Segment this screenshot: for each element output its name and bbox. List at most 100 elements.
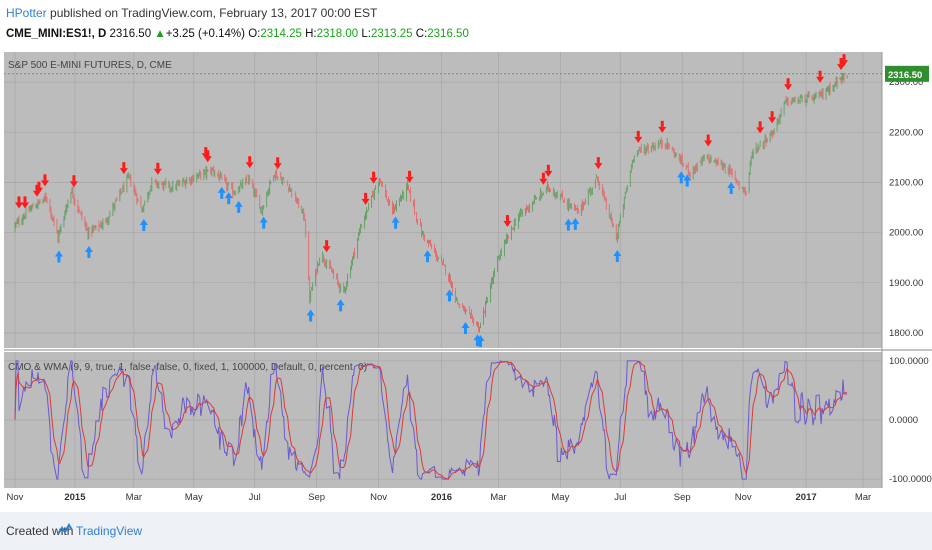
buy-arrow-icon	[679, 177, 683, 184]
sell-arrow-icon	[660, 120, 664, 127]
x-tick-label: Mar	[126, 492, 142, 503]
buy-arrow-icon	[573, 223, 577, 230]
buy-arrow-icon	[220, 192, 224, 199]
sell-arrow-icon	[505, 215, 509, 222]
buy-arrow-icon	[309, 315, 313, 322]
sell-arrow-icon	[34, 187, 43, 194]
sell-arrow-icon	[37, 181, 41, 188]
sell-arrow-icon	[364, 192, 368, 199]
sell-arrow-icon	[837, 64, 846, 71]
symbol-label[interactable]: CME_MINI:ES1!, D	[6, 28, 107, 40]
y-tick-label: 2000.00	[889, 228, 923, 239]
buy-arrow-icon	[262, 222, 266, 229]
sell-arrow-icon	[203, 156, 212, 163]
last-price-tag-label: 2316.50	[888, 70, 922, 81]
x-tick-label: Mar	[490, 492, 506, 503]
sell-arrow-icon	[276, 157, 280, 164]
sell-arrow-icon	[756, 127, 765, 134]
sell-arrow-icon	[842, 54, 846, 61]
osc-pane-title: CMO & WMA (9, 9, true, 1, false, false, …	[8, 362, 367, 373]
open-label: O:	[248, 28, 261, 40]
osc-tick-label: 100.0000	[889, 356, 929, 367]
buy-arrow-icon	[677, 171, 686, 178]
sell-arrow-icon	[786, 78, 790, 85]
close-label: C:	[415, 28, 428, 40]
x-tick-label: May	[551, 492, 569, 503]
buy-arrow-icon	[729, 188, 733, 195]
buy-arrow-icon	[615, 256, 619, 263]
buy-arrow-icon	[336, 299, 345, 306]
buy-arrow-icon	[683, 174, 692, 181]
created-with-label: Created with	[6, 524, 74, 538]
sell-arrow-icon	[539, 178, 548, 185]
publish-line: HPotter published on TradingView.com, Fe…	[6, 6, 377, 20]
tradingview-logo-icon	[57, 523, 73, 535]
sell-arrow-icon	[541, 172, 545, 179]
sell-arrow-icon	[408, 170, 412, 177]
tradingview-link[interactable]: TradingView	[76, 524, 143, 538]
x-tick-label: 2016	[431, 492, 452, 503]
sell-arrow-icon	[594, 163, 603, 170]
buy-arrow-icon	[566, 224, 570, 231]
cmo-line	[14, 360, 848, 480]
buy-arrow-icon	[259, 216, 268, 223]
sell-arrow-icon	[658, 126, 667, 133]
buy-arrow-icon	[394, 222, 398, 229]
buy-arrow-icon	[423, 250, 432, 257]
buy-arrow-icon	[461, 322, 470, 329]
wma-line	[14, 360, 847, 480]
sell-arrow-icon	[20, 202, 29, 209]
sell-arrow-icon	[596, 157, 600, 164]
sell-arrow-icon	[706, 134, 710, 141]
buy-arrow-icon	[391, 216, 400, 223]
x-tick-label: Nov	[370, 492, 387, 503]
buy-arrow-icon	[564, 218, 573, 225]
sell-arrow-icon	[248, 156, 252, 163]
sell-arrow-icon	[546, 164, 550, 171]
sell-arrow-icon	[816, 76, 825, 83]
sell-arrow-icon	[156, 162, 160, 169]
buy-arrow-icon	[478, 340, 482, 347]
buy-arrow-icon	[139, 218, 148, 225]
x-tick-label: Sep	[674, 492, 691, 503]
buy-arrow-icon	[234, 200, 243, 207]
osc-tick-label: 0.0000	[889, 415, 918, 426]
y-tick-label: 2300.00	[889, 77, 923, 88]
sell-arrow-icon	[840, 60, 849, 67]
sell-arrow-icon	[23, 196, 27, 203]
sell-arrow-icon	[273, 163, 282, 170]
buy-arrow-icon	[54, 250, 63, 257]
sell-arrow-icon	[72, 175, 76, 182]
close-value: 2316.50	[427, 28, 469, 40]
buy-arrow-icon	[87, 251, 91, 258]
sell-arrow-icon	[758, 121, 762, 128]
up-triangle-icon: ▲	[154, 28, 166, 40]
sell-arrow-icon	[206, 150, 210, 157]
buy-arrow-icon	[463, 328, 467, 335]
sell-arrow-icon	[14, 202, 23, 209]
buy-arrow-icon	[306, 309, 315, 316]
candles	[14, 72, 848, 333]
buy-arrow-icon	[217, 186, 226, 193]
buy-arrow-icon	[339, 305, 343, 312]
sell-arrow-icon	[636, 130, 640, 137]
sell-arrow-icon	[361, 198, 370, 205]
sell-arrow-icon	[768, 117, 777, 124]
sell-arrow-icon	[405, 176, 414, 183]
sell-arrow-icon	[69, 181, 78, 188]
x-tick-label: Nov	[7, 492, 24, 503]
sell-arrow-icon	[43, 174, 47, 181]
buy-arrow-icon	[224, 192, 233, 199]
sell-arrow-icon	[544, 170, 553, 177]
tradingview-chart[interactable]: Nov 2015 Mar May Jul Sep Nov 2016 Mar May Jul Sep No…	[0, 48, 932, 512]
price-pane	[4, 52, 882, 348]
osc-tick-label: -100.0000	[889, 474, 932, 485]
ohlc-line: CME_MINI:ES1!, D 2316.50 ▲+3.25 (+0.14%)…	[6, 28, 469, 40]
footer: Created with TradingView	[0, 512, 932, 550]
sell-arrow-icon	[784, 84, 793, 91]
y-tick-label: 2100.00	[889, 177, 923, 188]
y-tick-label: 1900.00	[889, 278, 923, 289]
y-tick-label: 1800.00	[889, 328, 923, 339]
y-tick-label: 2200.00	[889, 127, 923, 138]
author-link[interactable]: HPotter	[6, 6, 47, 20]
